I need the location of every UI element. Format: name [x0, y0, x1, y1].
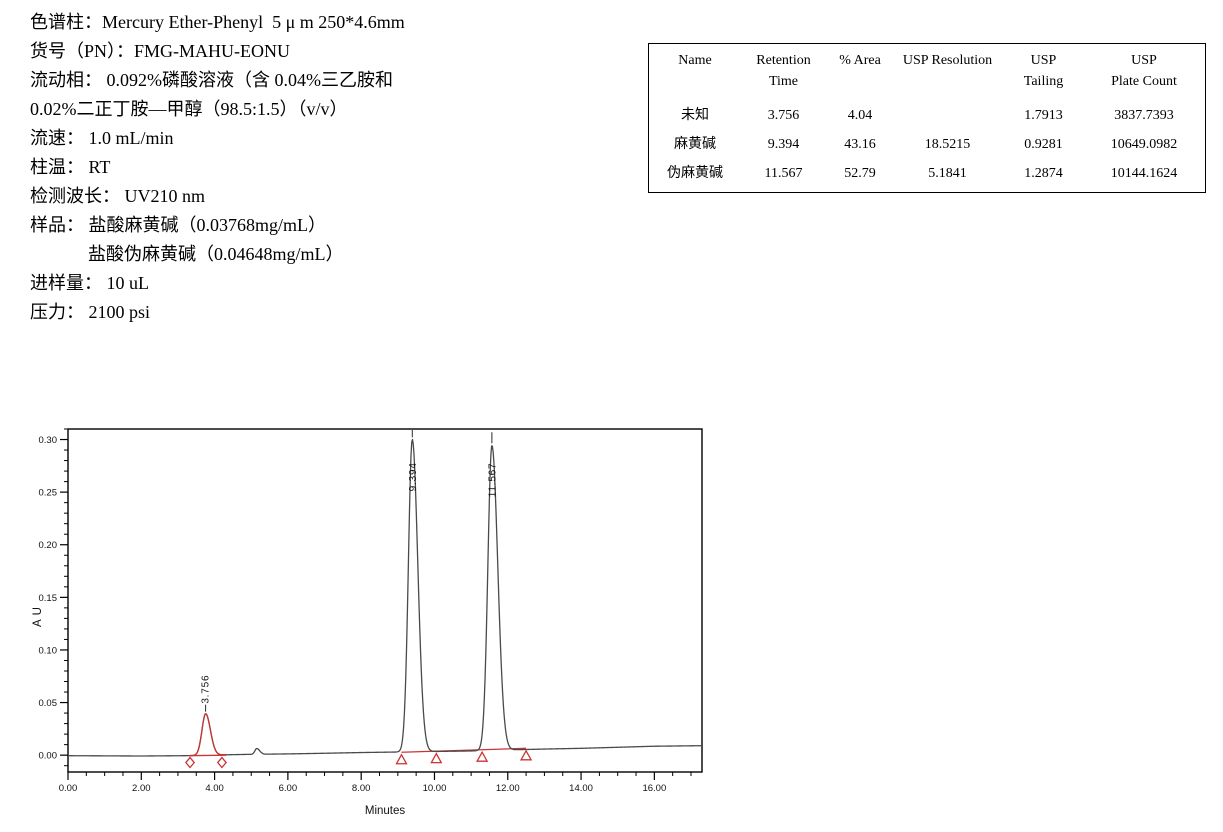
y-tick-label: 0.25 — [39, 488, 58, 499]
table-cell: 10649.0982 — [1110, 137, 1178, 152]
unknown-peak-trace — [188, 713, 227, 757]
table-header-row: Name Retention Time% Area USP Resolution … — [649, 50, 1205, 92]
table-header-cell: USP Resolution — [902, 53, 993, 68]
x-tick-label: 8.00 — [352, 783, 371, 794]
table-cell: 麻黄碱 — [674, 137, 716, 152]
x-tick-label: 2.00 — [132, 783, 151, 794]
plot-frame — [67, 428, 703, 773]
peak-rt-label: 3.756 — [201, 675, 212, 704]
method-info-line: 柱温： RT — [30, 157, 111, 177]
method-info-line: 压力： 2100 psi — [30, 302, 151, 322]
table-row: 伪麻黄碱 11.567 52.79 5.1841 1.2874 10144.1624 — [649, 159, 1205, 188]
table-header-cell: Name — [678, 53, 712, 68]
method-info-line: 货号（PN）：FMG-MAHU-EONU — [30, 41, 291, 61]
integration-diamond-marker — [184, 756, 196, 769]
y-tick-label: 0.05 — [39, 698, 58, 709]
peak-rt-label: 9.394 — [408, 462, 419, 491]
table-header-cell: Retention Time — [756, 53, 811, 89]
table-cell: 9.394 — [767, 137, 800, 152]
integration-triangle-marker — [430, 752, 443, 764]
table-cell: 52.79 — [844, 166, 876, 181]
table-cell: 未知 — [681, 108, 709, 123]
method-info-line: 色谱柱：Mercury Ether-Phenyl 5 μ m 250*4.6mm — [30, 12, 405, 32]
table-header-cell: USP Tailing — [1023, 53, 1064, 89]
table-cell: 5.1841 — [928, 166, 967, 181]
peak-rt-label: 11.567 — [487, 463, 498, 498]
method-info-line: 盐酸伪麻黄碱（0.04648mg/mL） — [88, 244, 344, 264]
x-axis-title: Minutes — [365, 805, 406, 817]
chromatogram: 0.00 0.05 0.10 0.15 0.20 0.25 0.30 0.00 2.00 4.00… — [20, 415, 720, 830]
x-tick-label: 10.00 — [423, 783, 447, 794]
integration-triangle-marker — [519, 749, 533, 761]
y-tick-label: 0.00 — [39, 751, 58, 762]
table-cell — [894, 101, 1001, 130]
table-cell: 43.16 — [844, 137, 876, 152]
method-info-line: 流速： 1.0 mL/min — [30, 128, 174, 148]
table-cell: 3.756 — [767, 108, 800, 123]
integration-diamond-marker — [216, 756, 227, 769]
table-header-cell: USP Plate Count — [1111, 53, 1177, 89]
x-tick-label: 4.00 — [205, 783, 224, 794]
chromatogram-plot: 0.00 0.05 0.10 0.15 0.20 0.25 0.30 0.00 2.00 4.00… — [32, 428, 703, 817]
method-info-line: 样品： 盐酸麻黄碱（0.03768mg/mL） — [30, 215, 326, 235]
table-row: 麻黄碱 9.394 43.16 18.5215 0.9281 10649.0982 — [649, 130, 1205, 159]
y-axis-title: AU — [32, 603, 44, 627]
y-tick-label: 0.10 — [39, 645, 58, 656]
method-info-block: 色谱柱：Mercury Ether-Phenyl 5 μ m 250*4.6mm… — [30, 8, 620, 327]
table-cell: 11.567 — [764, 166, 803, 181]
x-tick-label: 16.00 — [642, 783, 666, 794]
integration-triangle-marker — [476, 750, 489, 762]
y-tick-label: 0.20 — [39, 540, 58, 551]
x-tick-label: 12.00 — [496, 783, 520, 794]
y-tick-label: 0.30 — [39, 435, 58, 446]
y-tick-label: 0.15 — [39, 593, 58, 604]
table-cell: 1.2874 — [1024, 166, 1063, 181]
table-row: 未知 3.756 4.04 1.7913 3837.7393 — [649, 101, 1205, 130]
integration-baseline — [188, 754, 227, 757]
table-cell: 1.7913 — [1024, 108, 1063, 123]
x-tick-label: 6.00 — [279, 783, 298, 794]
integration-baseline — [401, 747, 527, 753]
method-info-line: 0.02%二正丁胺—甲醇（98.5:1.5）（v/v） — [30, 99, 348, 119]
x-tick-label: 0.00 — [59, 783, 78, 794]
chromatogram-trace — [68, 438, 702, 757]
table-header-cell: % Area — [839, 53, 881, 68]
table-cell: 伪麻黄碱 — [667, 166, 723, 181]
table-cell: 3837.7393 — [1114, 108, 1174, 123]
table-cell: 10144.1624 — [1110, 166, 1178, 181]
x-tick-label: 14.00 — [569, 783, 593, 794]
peak-results-table: Name Retention Time% Area USP Resolution … — [648, 43, 1206, 193]
table-cell: 0.9281 — [1024, 137, 1063, 152]
table-cell: 18.5215 — [924, 137, 971, 152]
integration-triangle-marker — [395, 753, 408, 765]
table-cell: 4.04 — [847, 108, 873, 123]
method-info-line: 进样量： 10 uL — [30, 273, 149, 293]
method-info-line: 检测波长： UV210 nm — [30, 186, 205, 206]
method-info-line: 流动相： 0.092%磷酸溶液（含 0.04%三乙胺和 — [30, 70, 393, 90]
